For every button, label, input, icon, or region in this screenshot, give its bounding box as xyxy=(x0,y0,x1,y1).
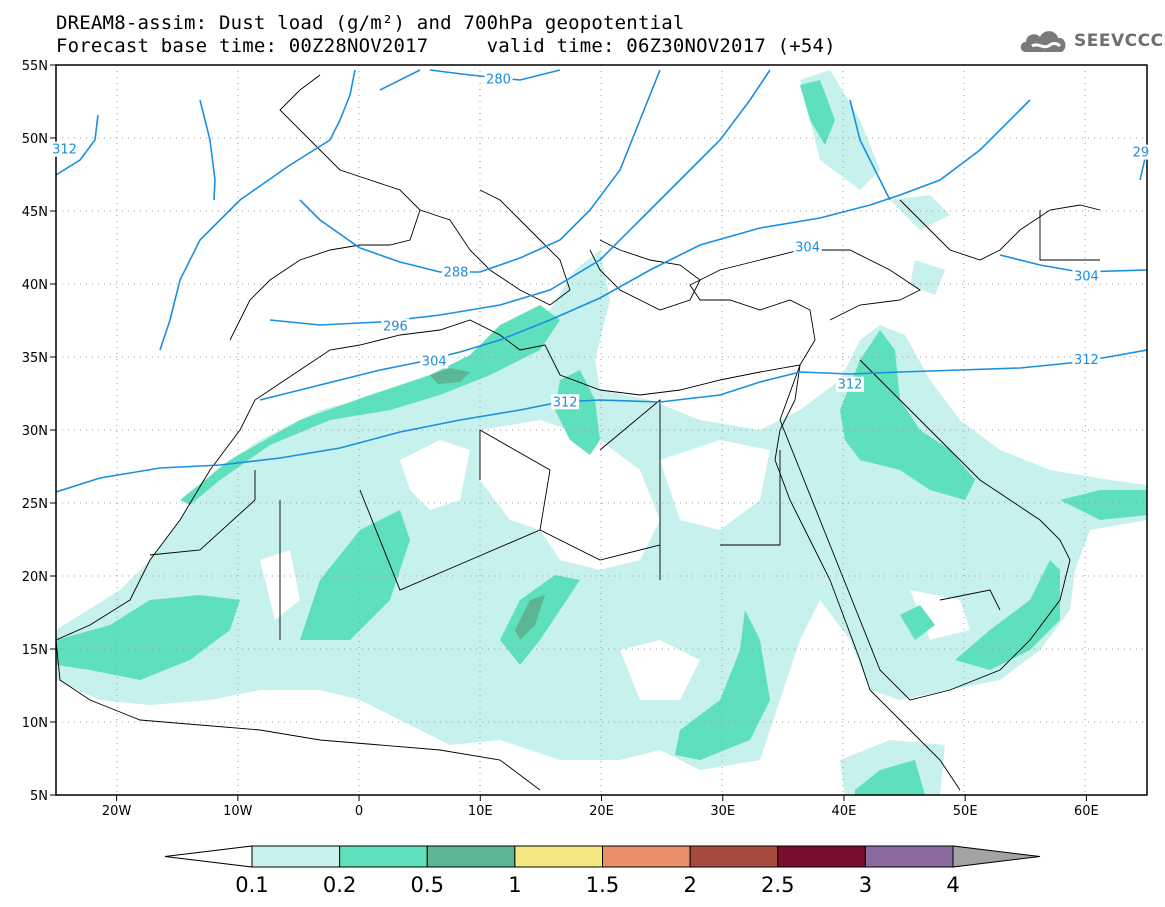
lat-tick-label: 5N xyxy=(30,789,48,804)
lon-tick-label: 30E xyxy=(710,804,735,819)
contour-label-bg xyxy=(381,318,410,334)
colorbar-over-triangle xyxy=(952,845,1041,868)
contour-label: 312 xyxy=(52,143,77,158)
contour-label: 288 xyxy=(444,265,469,280)
colorbar-tick-label: 3 xyxy=(859,873,872,897)
colorbar-swatch xyxy=(777,845,866,868)
latitude-ticks: 55N 50N 45N 40N 35N 30N 25N 20N 15N 10N 5N xyxy=(22,59,56,804)
cloud-icon xyxy=(1020,31,1066,52)
contour-label-bg xyxy=(836,376,865,392)
longitude-ticks: 20W 10W 0 10E 20E 30E 40E 50E 60E xyxy=(102,795,1099,819)
lat-tick-label: 10N xyxy=(22,716,48,731)
lat-tick-label: 50N xyxy=(22,132,48,147)
colorbar-swatch xyxy=(514,845,603,868)
contour-label-bg xyxy=(1130,144,1151,160)
lat-tick-label: 30N xyxy=(22,424,48,439)
contour-label-bg xyxy=(1072,268,1101,284)
map-title: DREAM8-assim: Dust load (g/m²) and 700hP… xyxy=(56,12,685,34)
dust-shading xyxy=(56,65,1147,795)
lon-tick-label: 10W xyxy=(223,804,253,819)
contour-label: 304 xyxy=(422,354,447,369)
lon-tick-label: 50E xyxy=(953,804,978,819)
logo-text: SEEVCCC xyxy=(1074,31,1164,51)
contour-label: 312 xyxy=(553,395,578,410)
contour-label-bg xyxy=(793,239,822,255)
colorbar-swatch xyxy=(426,845,516,868)
contour-label-bg xyxy=(484,71,513,87)
contour-label-bg xyxy=(551,394,580,410)
seevccc-logo: SEEVCCC xyxy=(1018,26,1164,56)
contour-label: 29 xyxy=(1133,146,1150,161)
lon-tick-label: 60E xyxy=(1074,804,1099,819)
colorbar-swatch xyxy=(864,845,954,868)
colorbar-swatch xyxy=(602,845,691,868)
contour-label: 304 xyxy=(1074,270,1099,285)
lon-tick-label: 40E xyxy=(832,804,857,819)
colorbar-tick-label: 2.5 xyxy=(761,873,794,897)
lon-tick-label: 10E xyxy=(468,804,493,819)
colorbar-tick-label: 0.2 xyxy=(323,873,356,897)
lat-tick-label: 45N xyxy=(22,205,48,220)
lat-tick-label: 40N xyxy=(22,278,48,293)
colorbar-tick-label: 0.1 xyxy=(235,873,268,897)
colorbar-tick-label: 1.5 xyxy=(586,873,619,897)
contour-label-bg xyxy=(1072,351,1101,367)
contour-label-bg xyxy=(442,264,471,280)
colorbar-tick-label: 1 xyxy=(508,873,521,897)
lon-tick-label: 0 xyxy=(355,804,363,819)
lat-tick-label: 20N xyxy=(22,570,48,585)
colorbar-tick-label: 4 xyxy=(946,873,959,897)
lat-tick-label: 55N xyxy=(22,59,48,74)
forecast-time-subtitle: Forecast base time: 00Z28NOV2017 valid t… xyxy=(56,35,836,57)
lat-tick-label: 35N xyxy=(22,351,48,366)
colorbar-swatch xyxy=(339,845,428,868)
lon-tick-label: 20W xyxy=(102,804,132,819)
contour-label: 312 xyxy=(1074,353,1099,368)
coastlines xyxy=(56,74,1101,791)
lat-tick-label: 15N xyxy=(22,643,48,658)
contour-label: 304 xyxy=(795,241,820,256)
colorbar: 0.1 0.2 0.5 1 1.5 2 2.5 3 4 xyxy=(164,845,1041,897)
colorbar-swatch xyxy=(251,845,341,868)
colorbar-tick-label: 0.5 xyxy=(411,873,444,897)
colorbar-under-triangle xyxy=(164,845,253,868)
geopotential-contours xyxy=(56,69,1147,493)
contour-label-bg xyxy=(420,353,449,369)
contour-labels: 280 312 29 288 296 304 304 304 312 312 312 xyxy=(50,71,1151,410)
lon-tick-label: 20E xyxy=(589,804,614,819)
contour-label: 280 xyxy=(486,73,511,88)
lat-tick-label: 25N xyxy=(22,497,48,512)
contour-label: 312 xyxy=(838,378,863,393)
contour-label-bg xyxy=(50,141,79,157)
colorbar-tick-label: 2 xyxy=(683,873,696,897)
colorbar-swatch xyxy=(689,845,779,868)
contour-label: 296 xyxy=(383,319,408,334)
